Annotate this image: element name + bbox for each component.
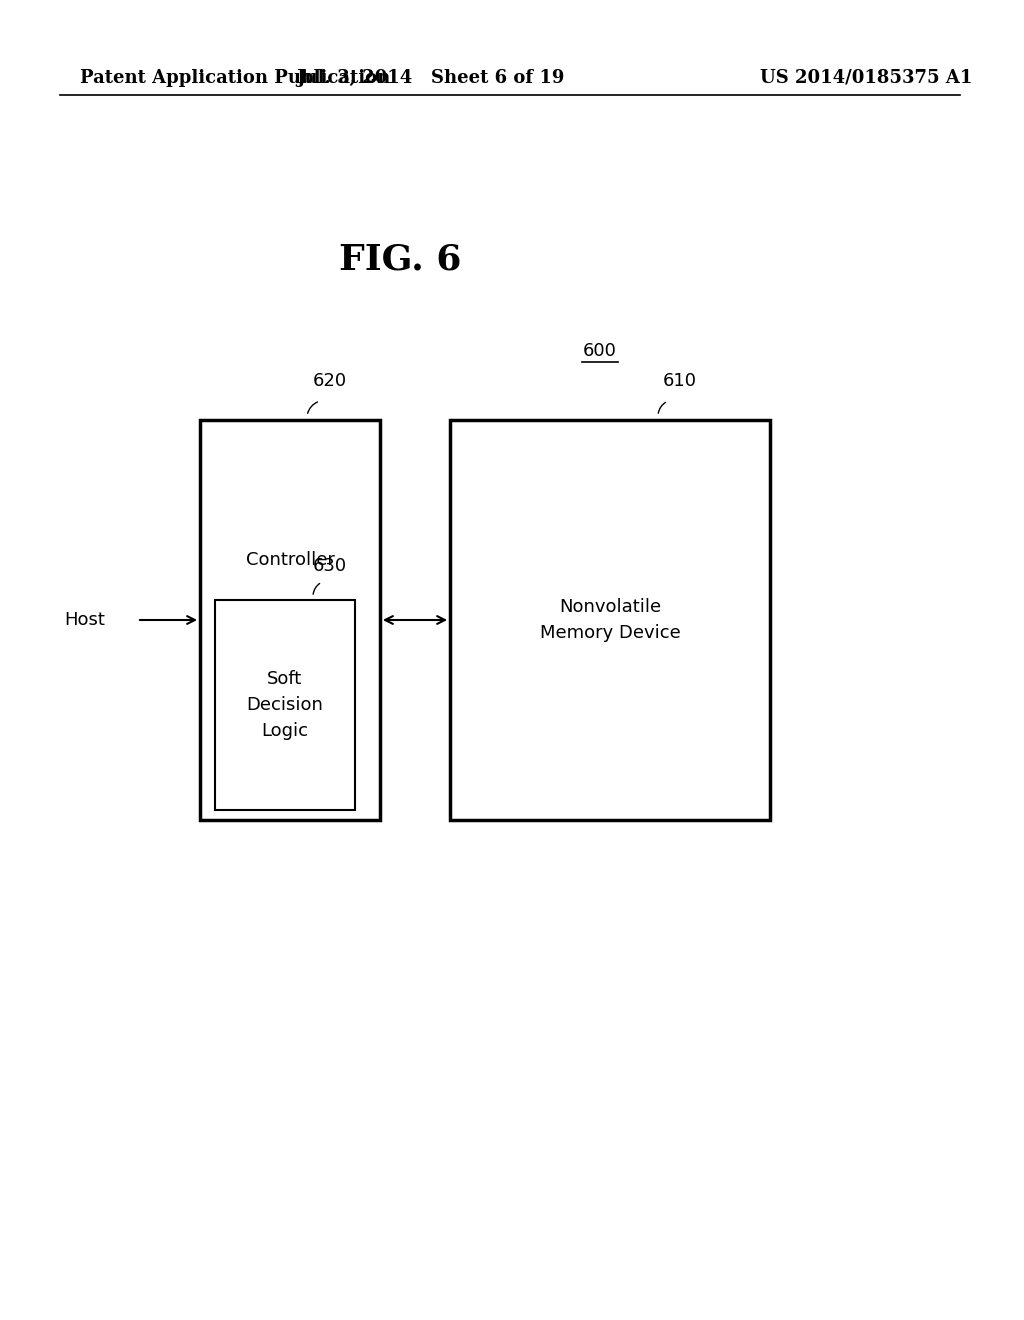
Text: 610: 610	[663, 372, 697, 389]
Bar	[215, 601, 355, 810]
Text: 630: 630	[313, 557, 347, 576]
Text: Jul. 3, 2014   Sheet 6 of 19: Jul. 3, 2014 Sheet 6 of 19	[296, 69, 564, 87]
Text: Host: Host	[65, 611, 105, 630]
Text: Soft
Decision
Logic: Soft Decision Logic	[247, 669, 324, 741]
Text: FIG. 6: FIG. 6	[339, 243, 461, 277]
Text: Patent Application Publication: Patent Application Publication	[80, 69, 390, 87]
Text: 620: 620	[313, 372, 347, 389]
Bar	[200, 420, 380, 820]
Text: 600: 600	[583, 342, 616, 360]
Bar	[450, 420, 770, 820]
Text: Controller: Controller	[246, 550, 335, 569]
Text: Nonvolatile
Memory Device: Nonvolatile Memory Device	[540, 598, 680, 643]
Text: US 2014/0185375 A1: US 2014/0185375 A1	[760, 69, 973, 87]
